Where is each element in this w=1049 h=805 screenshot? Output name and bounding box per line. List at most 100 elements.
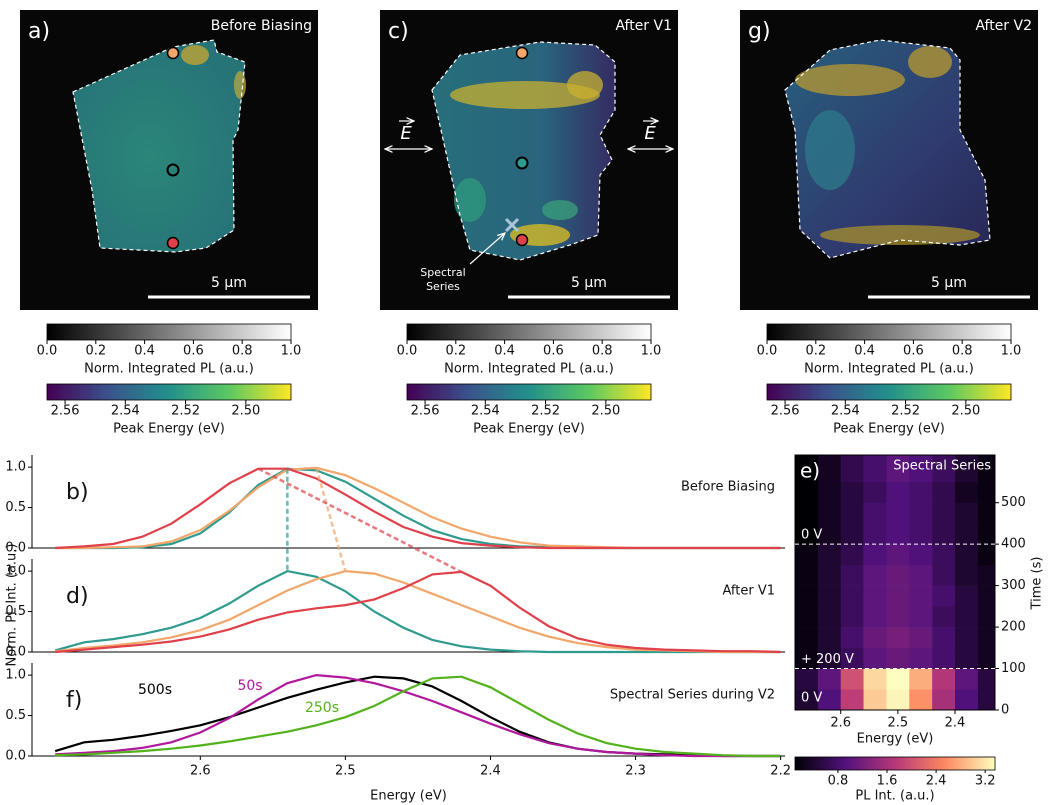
colorbar-tick-label: 0.2 xyxy=(85,344,106,359)
y-tick-label: 0.0 xyxy=(5,541,26,556)
probe-point xyxy=(515,156,529,170)
x-axis-label: Energy (eV) xyxy=(857,732,934,747)
heatmap-cell xyxy=(886,647,910,669)
heatmap-cell xyxy=(886,455,910,483)
panel-title: Before Biasing xyxy=(681,480,775,495)
peak-shift xyxy=(257,467,463,574)
heatmap-cell xyxy=(909,502,933,524)
colorbar-tick-label: 1.0 xyxy=(281,344,302,359)
bias-label: 0 V xyxy=(801,691,822,706)
bias-label: 0 V xyxy=(801,528,822,543)
heatmap-cell xyxy=(909,689,933,711)
heatmap-cell xyxy=(886,481,910,503)
heatmap-cell xyxy=(909,627,933,649)
heatmap-cell xyxy=(977,455,996,483)
x-tick-label: 2.4 xyxy=(480,764,501,779)
heatmap-cell xyxy=(977,502,996,524)
series-label: 500s xyxy=(138,682,172,698)
x-tick-label: 2.2 xyxy=(770,764,791,779)
colorbar xyxy=(46,383,292,401)
heatmap-cell xyxy=(817,544,842,566)
heatmap-cell xyxy=(932,585,956,607)
heatmap-cell xyxy=(909,668,933,690)
flake-region xyxy=(181,45,209,65)
colorbar xyxy=(46,323,292,341)
heatmap-cell xyxy=(886,502,910,524)
heatmap-cell xyxy=(977,627,996,649)
field-label: E xyxy=(400,123,412,144)
flake-region xyxy=(795,64,905,96)
colorbar-tick-label: 0.0 xyxy=(37,344,58,359)
colorbar-tick-label: 2.54 xyxy=(471,404,500,419)
y-tick-label: 1.0 xyxy=(5,460,26,475)
colorbar xyxy=(766,383,1012,401)
scale-label: 5 μm xyxy=(211,275,247,291)
heatmap-cell xyxy=(932,606,956,628)
y-tick-label: 1.0 xyxy=(5,564,26,579)
x-tick-label: 2.5 xyxy=(335,764,356,779)
heatmap-cell xyxy=(932,689,956,711)
heatmap-cell xyxy=(817,523,842,545)
heatmap-cell xyxy=(886,668,910,690)
heatmap-cell xyxy=(909,606,933,628)
flake xyxy=(73,40,245,252)
y-tick-label: 0.5 xyxy=(5,604,26,619)
heatmap-cell xyxy=(932,564,956,586)
heatmap-cell xyxy=(840,502,864,524)
spectrum-line xyxy=(55,466,781,550)
flake-region xyxy=(542,200,578,220)
colorbar-tick-label: 2.52 xyxy=(531,404,560,419)
heatmap-cell xyxy=(955,585,979,607)
heatmap-cell xyxy=(795,606,819,628)
colorbar-tick-label: 2.4 xyxy=(926,774,947,789)
spectrum-line xyxy=(55,467,781,550)
colorbar-tick-label: 2.52 xyxy=(891,404,920,419)
heatmap-cell xyxy=(932,627,956,649)
heatmap-cell xyxy=(840,564,864,586)
y-axis-label: Norm. PL Int. (a.u.) xyxy=(5,544,20,667)
y-tick-label: 100 xyxy=(1001,661,1026,676)
y-tick-label: 200 xyxy=(1001,620,1026,635)
colorbar-tick-label: 0.0 xyxy=(397,344,418,359)
heatmap-cell xyxy=(863,689,887,711)
heatmap-cell xyxy=(886,564,910,586)
x-tick-label: 2.6 xyxy=(190,764,211,779)
flake-outline xyxy=(784,39,991,259)
heatmap-cell xyxy=(909,523,933,545)
heatmap-cell xyxy=(817,689,842,711)
heatmap-cell xyxy=(817,668,842,690)
heatmap-cell xyxy=(955,481,979,503)
map-title: After V2 xyxy=(975,18,1032,34)
spectrum-line xyxy=(55,675,781,758)
y-tick-label: 1.0 xyxy=(5,668,26,683)
heatmap-cell xyxy=(955,455,979,483)
panel-label: a) xyxy=(28,19,50,44)
colorbar-tick-label: 2.56 xyxy=(411,404,440,419)
heatmap-cell xyxy=(840,523,864,545)
map-title: Before Biasing xyxy=(211,18,312,34)
heatmap-cell xyxy=(909,544,933,566)
heatmap-cell xyxy=(817,585,842,607)
heatmap-cell xyxy=(932,523,956,545)
panel-label: f) xyxy=(66,688,82,713)
colorbar-tick-label: 2.52 xyxy=(171,404,200,419)
heatmap-cell xyxy=(955,647,979,669)
heatmap-cell xyxy=(955,627,979,649)
heatmap-cell xyxy=(955,606,979,628)
flake-region xyxy=(234,71,246,99)
panel-label: b) xyxy=(66,480,89,505)
colorbar-tick-label: 2.56 xyxy=(771,404,800,419)
flake-region xyxy=(450,81,600,109)
panel-title: Spectral Series during V2 xyxy=(610,688,775,703)
cross-marker xyxy=(504,217,520,233)
heatmap-cell xyxy=(955,668,979,690)
heatmap-cell xyxy=(840,544,864,566)
colorbar-tick-label: 1.0 xyxy=(1001,344,1022,359)
heatmap-cell xyxy=(977,523,996,545)
spectrum-line xyxy=(54,569,781,654)
heatmap-cell xyxy=(840,455,864,483)
heatmap-cell xyxy=(886,606,910,628)
probe-point xyxy=(166,163,180,177)
y-tick-label: 500 xyxy=(1001,495,1026,510)
